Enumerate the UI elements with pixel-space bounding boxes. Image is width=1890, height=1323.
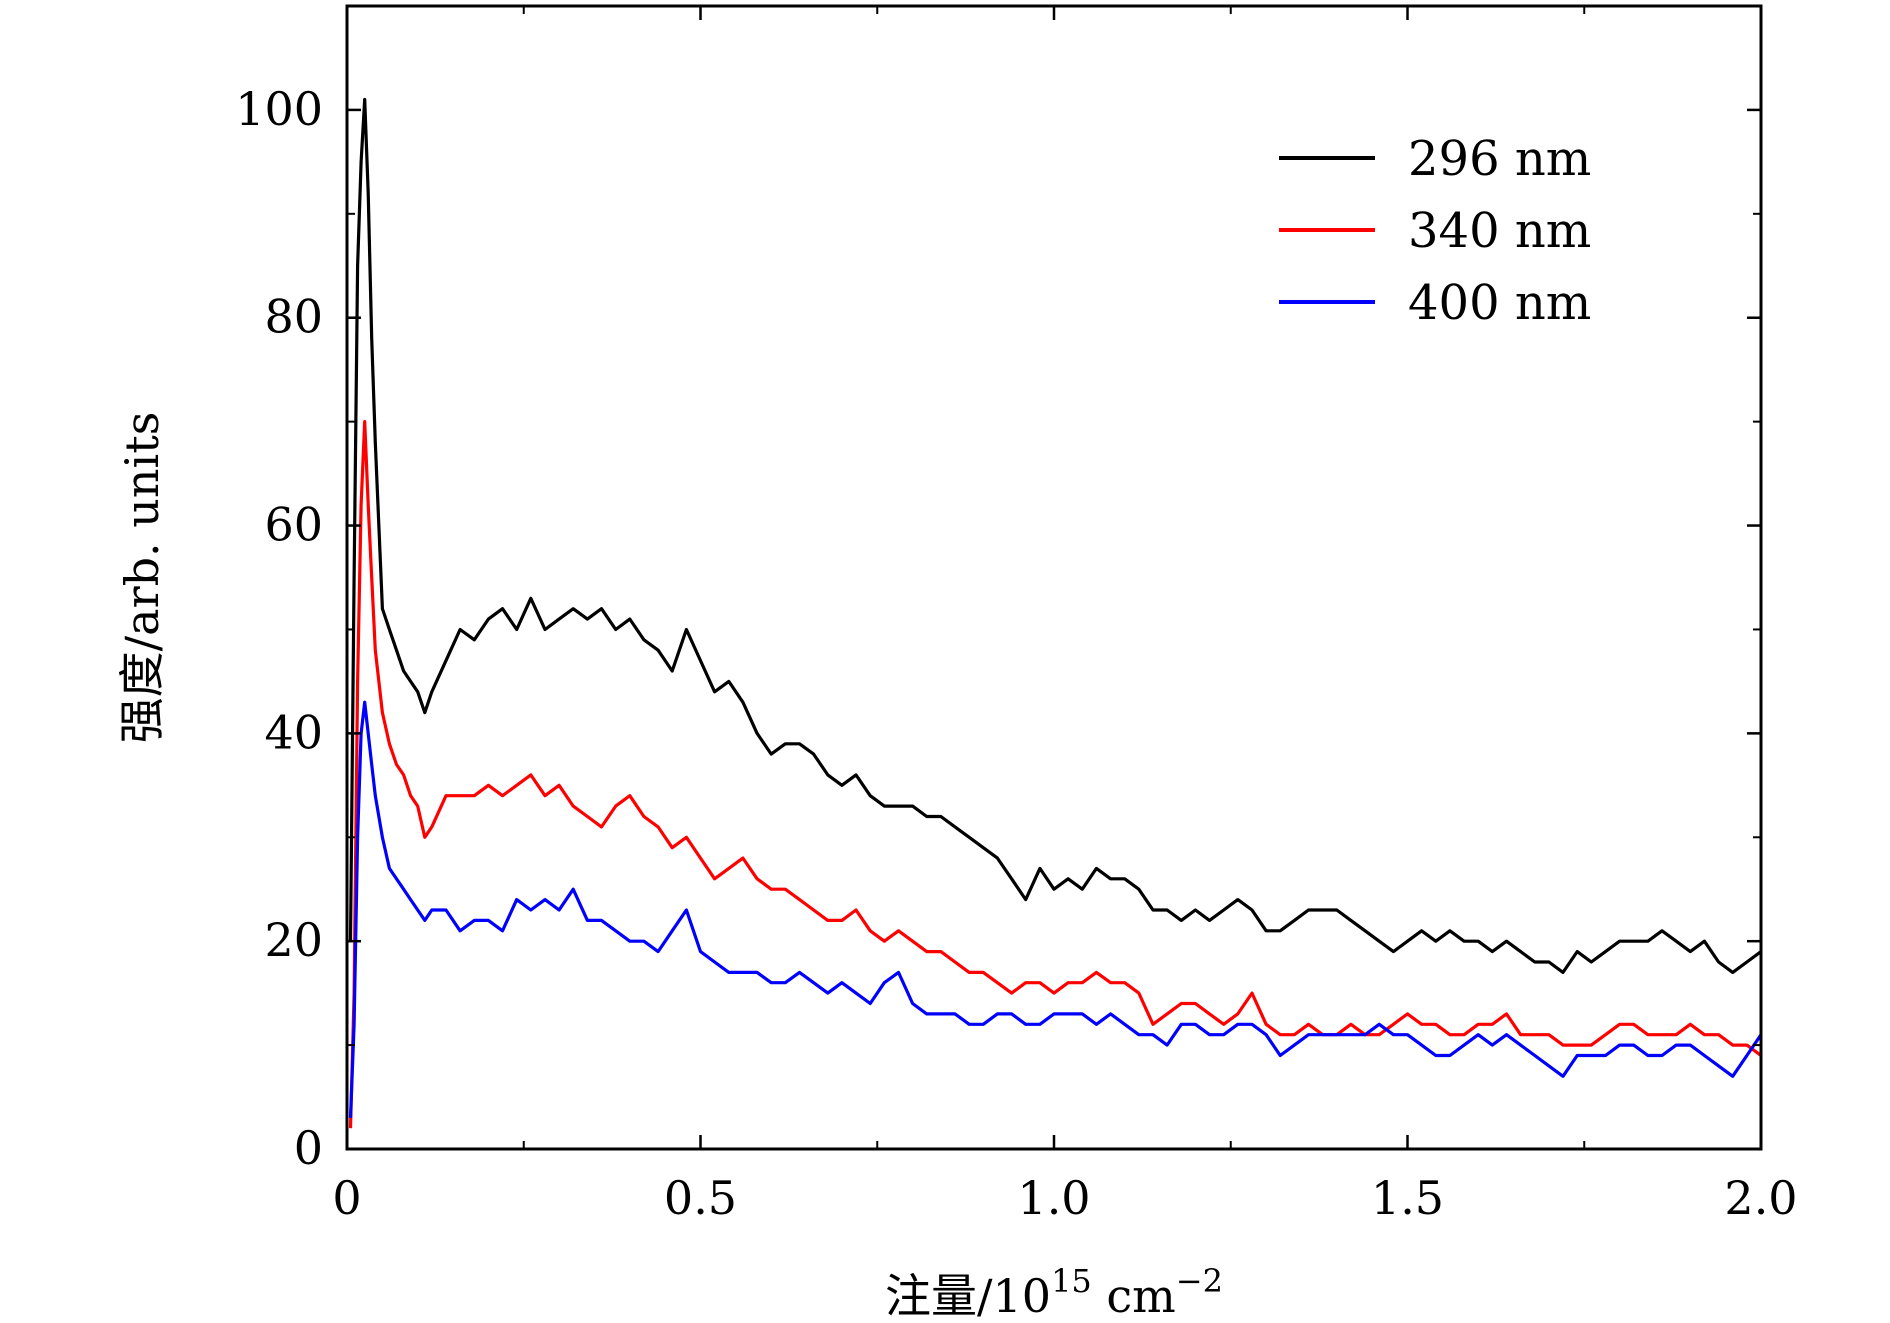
y-tick-label: 20 [264, 913, 323, 967]
series-line-340-nm [348, 420, 1762, 1129]
legend-label-340-nm: 340 nm [1408, 203, 1591, 259]
ticks-layer [345, 6, 1763, 1151]
x-tick-label: 0 [332, 1171, 361, 1225]
x-tick-label: 0.5 [664, 1171, 737, 1225]
y-tick-label: 80 [264, 290, 323, 344]
legend-label-400-nm: 400 nm [1408, 275, 1591, 331]
y-tick-label: 0 [294, 1121, 323, 1175]
legend-label-296-nm: 296 nm [1408, 131, 1591, 187]
series-line-296-nm [348, 97, 1762, 975]
y-tick-label: 40 [264, 705, 323, 759]
x-tick-label: 1.0 [1017, 1171, 1090, 1225]
series-line-400-nm [348, 700, 1763, 1118]
y-tick-label: 60 [264, 498, 323, 552]
legend: 296 nm 340 nm 400 nm [1279, 131, 1591, 331]
x-tick-label: 1.5 [1371, 1171, 1444, 1225]
series-layer [348, 97, 1763, 1129]
x-axis-label: 注量/1015 cm−2 [885, 1262, 1223, 1323]
labels-layer: 0 0.5 1.0 1.5 2.0 0 20 40 60 80 100 注量/1015 cm−2 强度/… [115, 82, 1798, 1323]
y-tick-label: 100 [235, 82, 323, 136]
y-axis-label: 强度/arb. units [115, 412, 169, 744]
x-tick-label: 2.0 [1724, 1171, 1797, 1225]
